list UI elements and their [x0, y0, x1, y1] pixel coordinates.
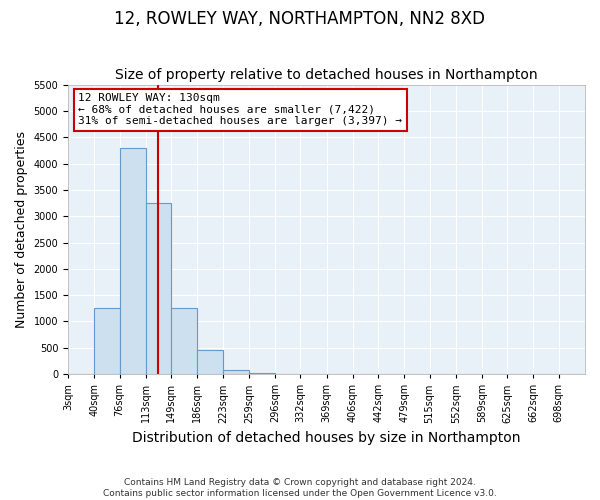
Bar: [146, 203, 171, 374]
X-axis label: Distribution of detached houses by size in Northampton: Distribution of detached houses by size …: [132, 431, 521, 445]
Title: Size of property relative to detached houses in Northampton: Size of property relative to detached ho…: [115, 68, 538, 82]
Text: Contains HM Land Registry data © Crown copyright and database right 2024.
Contai: Contains HM Land Registry data © Crown c…: [103, 478, 497, 498]
Bar: [197, 350, 223, 374]
Bar: [171, 308, 197, 374]
Bar: [119, 148, 146, 374]
Bar: [94, 308, 119, 374]
Bar: [249, 372, 275, 374]
Y-axis label: Number of detached properties: Number of detached properties: [15, 131, 28, 328]
Text: 12, ROWLEY WAY, NORTHAMPTON, NN2 8XD: 12, ROWLEY WAY, NORTHAMPTON, NN2 8XD: [115, 10, 485, 28]
Bar: [223, 370, 249, 374]
Text: 12 ROWLEY WAY: 130sqm
← 68% of detached houses are smaller (7,422)
31% of semi-d: 12 ROWLEY WAY: 130sqm ← 68% of detached …: [79, 93, 403, 126]
